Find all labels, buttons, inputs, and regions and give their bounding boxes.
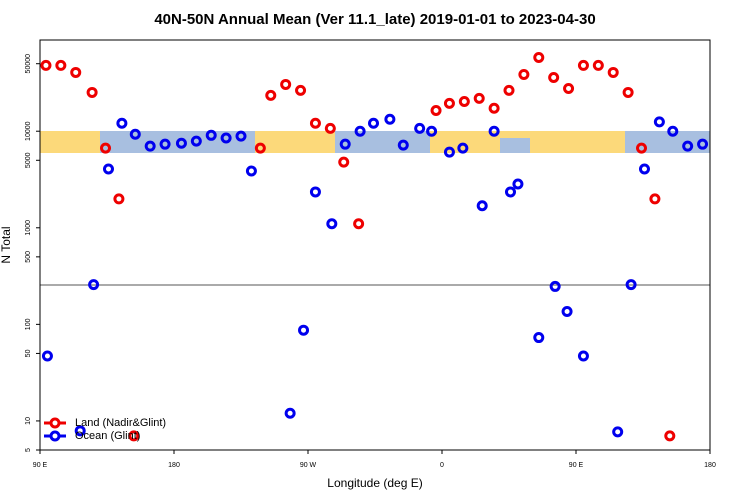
point: [533, 51, 545, 63]
point: [40, 59, 52, 71]
point: [88, 279, 100, 291]
point: [298, 324, 310, 336]
point: [309, 186, 321, 198]
point: [354, 125, 366, 137]
point: [102, 163, 114, 175]
point: [512, 178, 524, 190]
point: [607, 66, 619, 78]
y-tick-label: 1000: [25, 220, 32, 236]
point: [41, 350, 53, 362]
point: [339, 138, 351, 150]
x-tick-label: 90 E: [569, 462, 584, 469]
legend-label: Land (Nadir&Glint): [75, 417, 166, 429]
point: [324, 122, 336, 134]
point: [284, 407, 296, 419]
point: [561, 305, 573, 317]
point: [368, 117, 380, 129]
point: [309, 117, 321, 129]
point: [159, 138, 171, 150]
point: [577, 350, 589, 362]
point: [667, 125, 679, 137]
point: [625, 279, 637, 291]
point: [384, 113, 396, 125]
point: [458, 96, 470, 108]
point: [74, 425, 86, 437]
plot-frame: [39, 39, 711, 451]
point: [622, 86, 634, 98]
point: [220, 132, 232, 144]
point: [653, 116, 665, 128]
point: [504, 186, 516, 198]
point: [443, 97, 455, 109]
point: [190, 135, 202, 147]
point: [518, 68, 530, 80]
y-tick-label: 5: [25, 448, 32, 452]
point: [129, 128, 141, 140]
point: [55, 59, 67, 71]
point: [533, 332, 545, 344]
point: [430, 104, 442, 116]
point: [265, 89, 277, 101]
point: [235, 130, 247, 142]
point: [664, 430, 676, 442]
ocean-band: [500, 138, 530, 153]
point: [476, 200, 488, 212]
legend-label: Ocean (Glint): [75, 430, 140, 442]
point: [205, 129, 217, 141]
point: [457, 142, 469, 154]
point: [113, 193, 125, 205]
x-tick-label: 90 W: [300, 462, 317, 469]
point: [245, 165, 257, 177]
legend-marker: [49, 417, 61, 429]
point: [254, 142, 266, 154]
y-tick-label: 100: [25, 318, 32, 330]
point: [116, 117, 128, 129]
point: [175, 137, 187, 149]
y-tick-label: 5000: [25, 152, 32, 168]
y-tick-label: 10000: [25, 121, 32, 141]
point: [548, 71, 560, 83]
y-tick-label: 10: [25, 417, 32, 425]
point: [549, 280, 561, 292]
point: [338, 156, 350, 168]
point: [473, 92, 485, 104]
point: [577, 59, 589, 71]
point: [592, 59, 604, 71]
point: [353, 218, 365, 230]
point: [144, 140, 156, 152]
point: [397, 139, 409, 151]
point: [649, 193, 661, 205]
point: [682, 140, 694, 152]
point: [563, 82, 575, 94]
point: [612, 426, 624, 438]
point: [414, 122, 426, 134]
x-tick-label: 90 E: [33, 462, 48, 469]
point: [443, 146, 455, 158]
point: [488, 102, 500, 114]
point: [426, 125, 438, 137]
x-tick-label: 0: [440, 462, 444, 469]
point: [280, 78, 292, 90]
legend-marker: [49, 430, 61, 442]
y-tick-label: 500: [25, 251, 32, 263]
point: [70, 66, 82, 78]
x-tick-label: 180: [704, 462, 716, 469]
point: [128, 430, 140, 442]
point: [326, 218, 338, 230]
point: [638, 163, 650, 175]
point: [503, 84, 515, 96]
chart-title: 40N-50N Annual Mean (Ver 11.1_late) 2019…: [154, 11, 595, 28]
x-tick-label: 180: [168, 462, 180, 469]
point: [86, 86, 98, 98]
point: [100, 142, 112, 154]
x-axis-label: Longitude (deg E): [327, 476, 422, 490]
point: [697, 138, 709, 150]
point: [636, 142, 648, 154]
point: [488, 125, 500, 137]
point: [295, 84, 307, 96]
y-tick-label: 50: [25, 349, 32, 357]
y-tick-label: 50000: [25, 54, 32, 74]
y-axis-label: N Total: [0, 226, 13, 263]
